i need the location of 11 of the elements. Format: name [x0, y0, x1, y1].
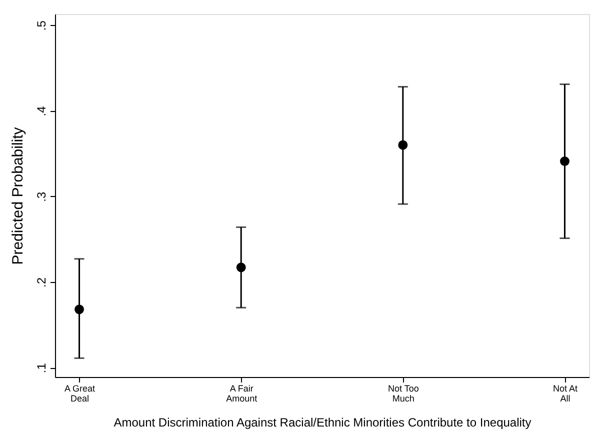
x-axis-title: Amount Discrimination Against Racial/Ethnic Minorities Contribute to Inequality	[114, 416, 532, 430]
y-tick-label: .4	[34, 106, 48, 116]
x-tick-label: A Fair Amount	[226, 384, 258, 404]
x-tick-label: Not At All	[552, 384, 578, 404]
y-tick-label: .5	[34, 20, 48, 31]
x-tick-label: A Great Deal	[64, 384, 96, 404]
y-axis-title: Predicted Probability	[10, 126, 26, 265]
x-tick-label: Not Too Much	[388, 384, 419, 404]
y-tick-label: .1	[34, 362, 48, 374]
y-tick-label: .3	[34, 192, 48, 202]
y-tick-label: .2	[34, 277, 48, 288]
